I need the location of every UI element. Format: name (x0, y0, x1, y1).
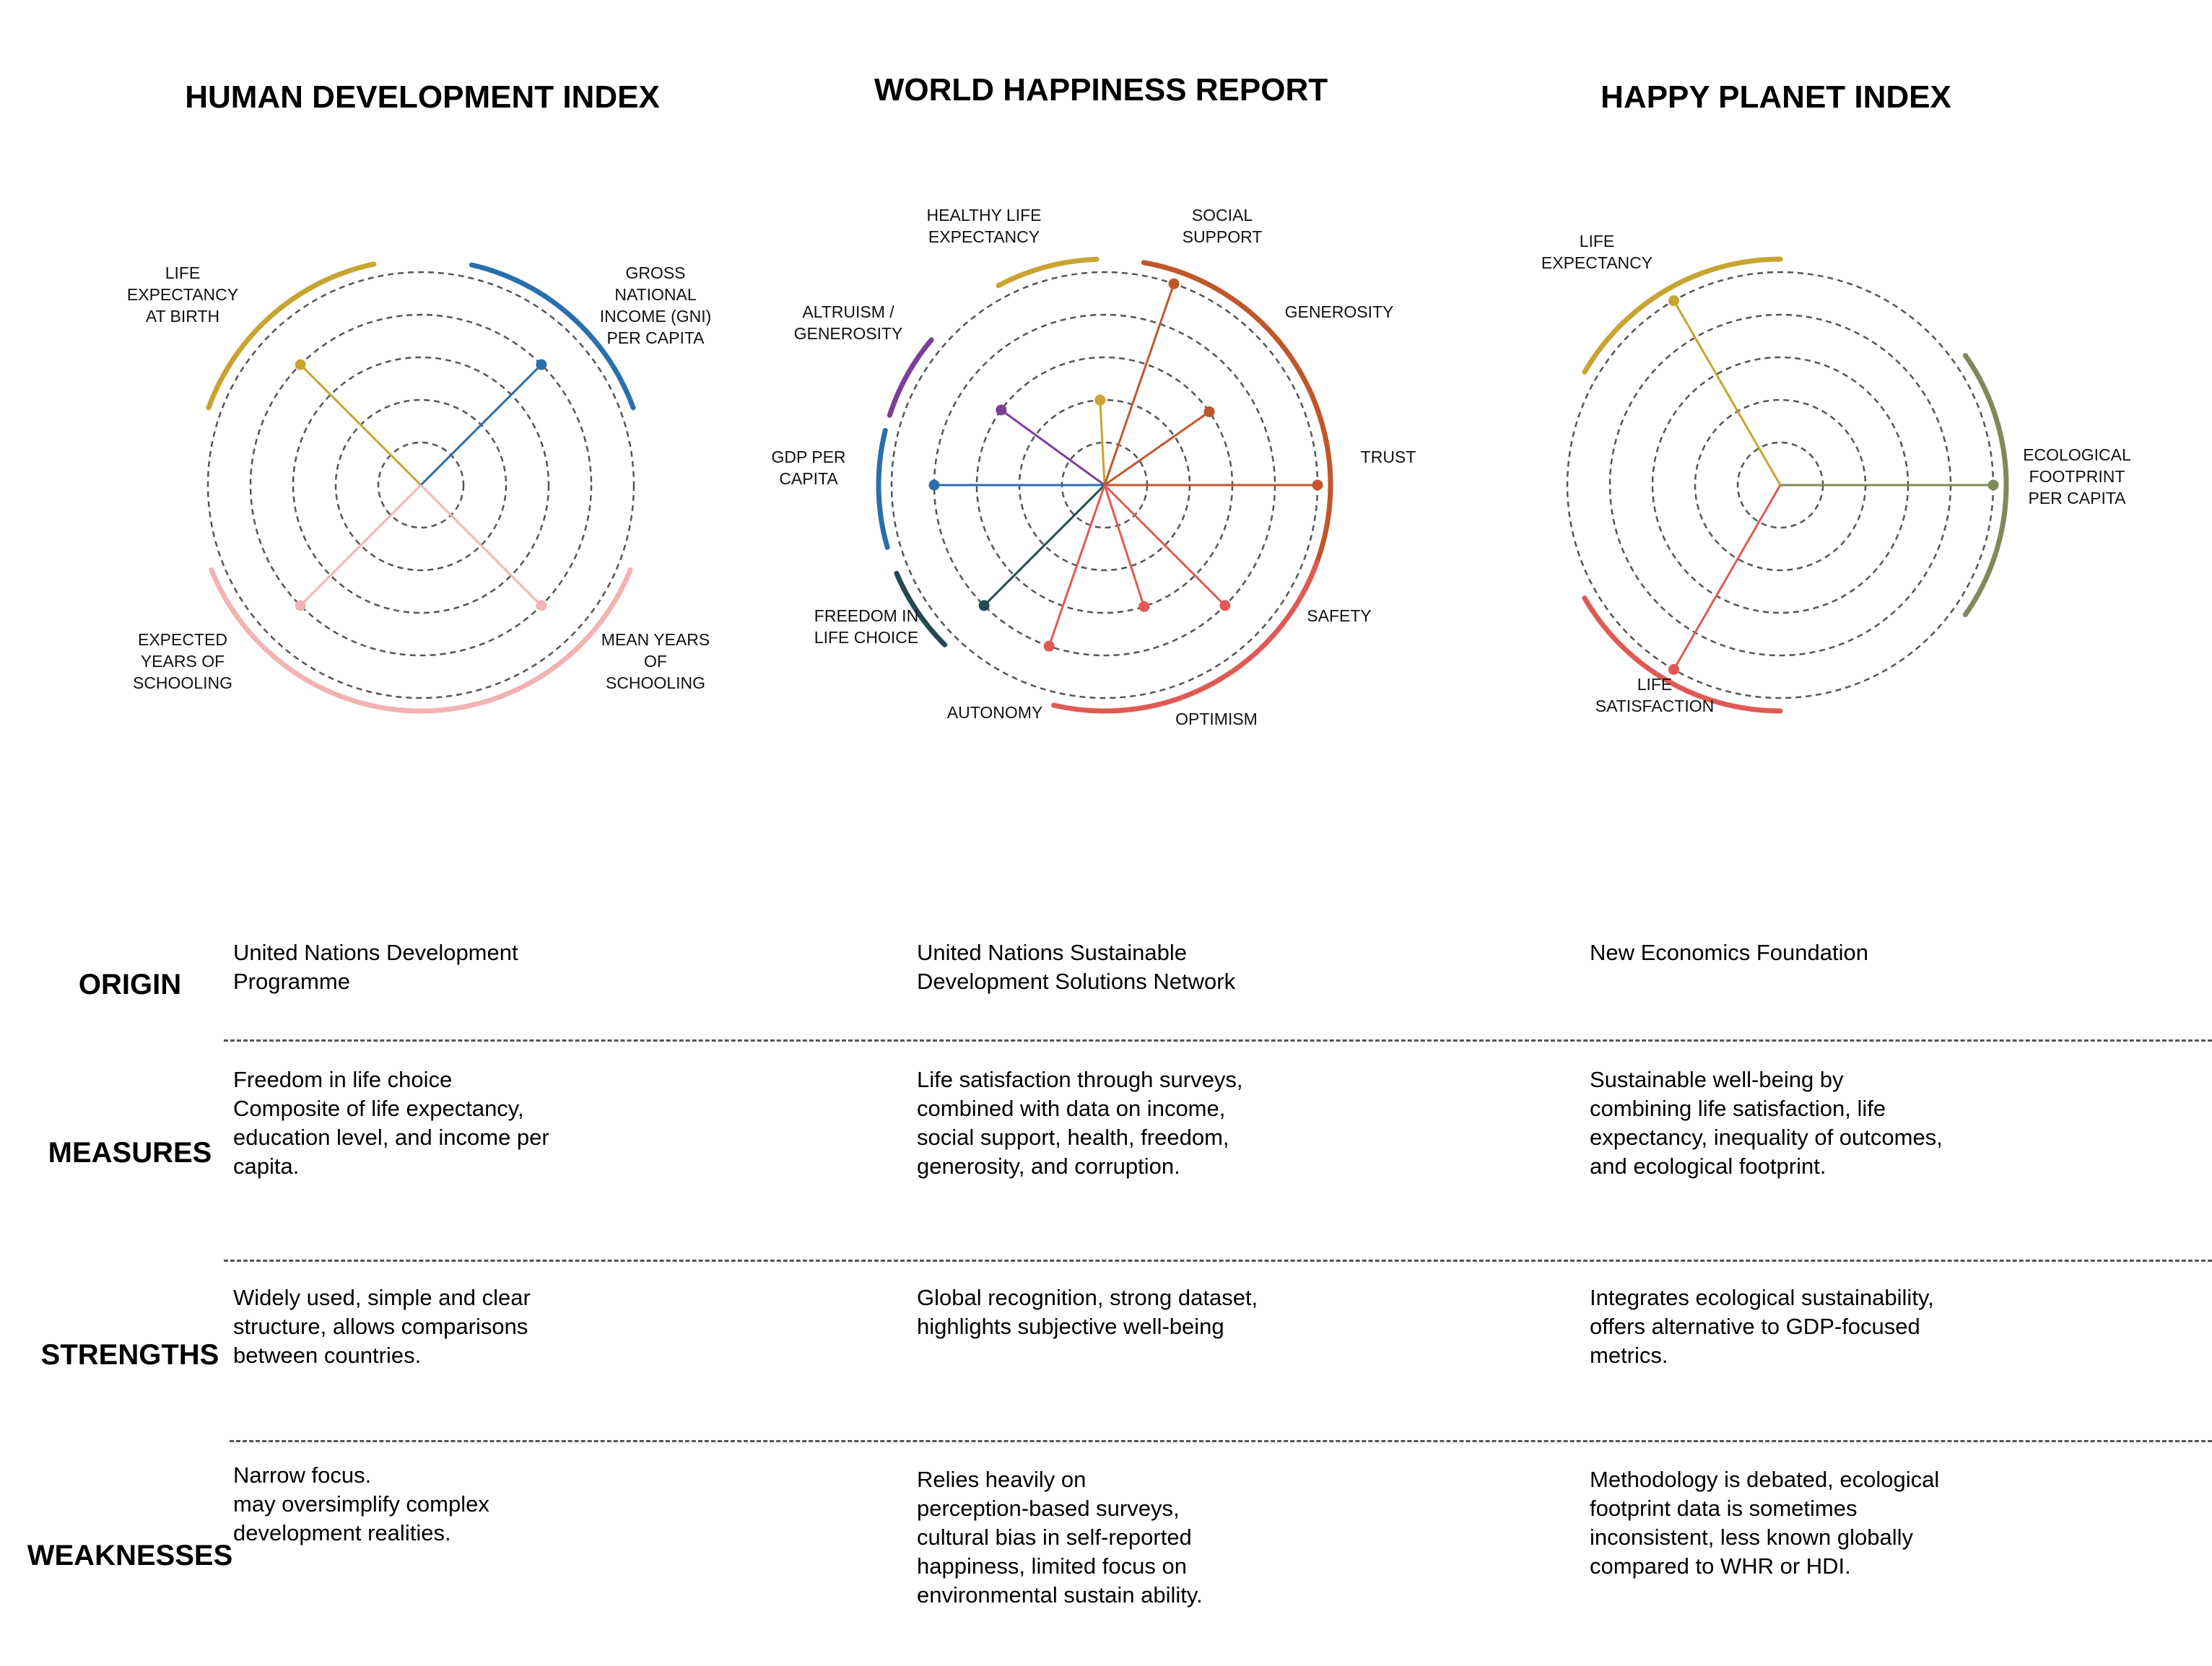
spoke (1103, 484, 1226, 606)
data-point (996, 404, 1007, 416)
row-label-origin: ORIGIN (78, 969, 182, 1000)
spoke (300, 484, 422, 606)
radial-diagrams: LIFE EXPECTANCY AT BIRTH GROSS NATIONAL INCOM… (127, 206, 2131, 728)
axis-label: GDP PER CAPITA (771, 448, 845, 488)
axis-label: GENEROSITY (1285, 302, 1394, 321)
axis-label: FREEDOM IN LIFE CHOICE (814, 606, 918, 647)
spoke (1104, 411, 1210, 487)
data-point (295, 359, 306, 370)
outer-arc (996, 256, 1100, 289)
ring (206, 271, 635, 699)
data-point (1312, 479, 1323, 491)
data-point (295, 600, 306, 611)
spoke (983, 484, 1106, 606)
ring (249, 313, 593, 657)
axis-label: GROSS NATIONAL INCOME (GNI) PER CAPITA (600, 263, 712, 347)
axis-label: SAFETY (1307, 606, 1371, 625)
data-point (1094, 394, 1106, 406)
row-label-measures: MEASURES (48, 1137, 212, 1169)
data-point (536, 600, 547, 611)
spoke (1048, 484, 1106, 647)
spoke (1099, 400, 1106, 486)
axis-label: ALTRUISM / GENEROSITY (794, 302, 903, 343)
axis-label: MEAN YEARS OF SCHOOLING (601, 630, 710, 692)
spoke (1673, 484, 1782, 671)
spoke (1673, 300, 1782, 486)
outer-arc (1582, 596, 1783, 714)
outer-arc (1962, 352, 2009, 618)
origin-hpi: New Economics Foundation (1590, 940, 1868, 965)
spoke (1103, 484, 1146, 607)
data-point (536, 359, 547, 370)
data-point (1987, 479, 1999, 491)
weaknesses-hpi: Methodology is debated, ecological footp… (1590, 1467, 1940, 1579)
outer-arc (894, 570, 948, 647)
row-divider (224, 1260, 2212, 1262)
axis-label: AUTONOMY (947, 703, 1042, 722)
outer-arc (1051, 559, 1320, 714)
axis-label: SOCIAL SUPPORT (1183, 206, 1263, 246)
data-point (1043, 640, 1055, 652)
axis-label: TRUST (1361, 448, 1416, 466)
measures-hpi: Sustainable well-being by combining life… (1590, 1067, 1943, 1179)
row-label-strengths: STRENGTHS (40, 1339, 219, 1371)
origin-hdi: United Nations Development Programme (233, 940, 518, 994)
outer-arc (1141, 260, 1303, 375)
axis-label: LIFE EXPECTANCY AT BIRTH (127, 263, 238, 326)
spoke (1103, 283, 1175, 486)
weaknesses-hdi: Narrow focus. may oversimplify complex d… (233, 1462, 489, 1545)
ring (377, 441, 465, 529)
whr-title: WORLD HAPPINESS REPORT (874, 72, 1328, 108)
outer-arc (469, 262, 636, 411)
strengths-hpi: Integrates ecological sustainability, of… (1590, 1285, 1934, 1368)
data-point (978, 600, 990, 611)
spoke (300, 364, 422, 487)
weaknesses-whr: Relies heavily on perception-based surve… (917, 1467, 1203, 1608)
data-point (1168, 278, 1180, 289)
spoke (1000, 409, 1105, 487)
axis-label: HEALTHY LIFE EXPECTANCY (927, 206, 1042, 246)
strengths-whr: Global recognition, strong dataset, high… (917, 1285, 1258, 1339)
axis-label: OPTIMISM (1175, 710, 1258, 728)
data-point (1138, 601, 1150, 612)
spoke (419, 364, 542, 487)
outer-arc (876, 427, 890, 550)
data-point (1203, 406, 1215, 417)
outer-arc (1582, 256, 1783, 375)
hpi-title: HAPPY PLANET INDEX (1601, 79, 1951, 115)
outer-arc (206, 261, 377, 411)
data-point (1219, 600, 1231, 611)
data-point (1668, 295, 1679, 307)
axis-label: LIFE SATISFACTION (1595, 675, 1714, 715)
data-point (1668, 663, 1679, 675)
outer-arc (887, 337, 934, 418)
ring (292, 356, 550, 614)
row-divider (224, 1039, 2212, 1042)
hdi-title: HUMAN DEVELOPMENT INDEX (185, 79, 660, 115)
axis-label: EXPECTED YEARS OF SCHOOLING (133, 630, 232, 692)
outer-arc (209, 567, 633, 714)
data-point (928, 479, 940, 491)
row-label-weaknesses: WEAKNESSES (27, 1540, 233, 1571)
measures-whr: Life satisfaction through surveys, combi… (917, 1067, 1243, 1179)
measures-hdi: Freedom in life choice Composite of life… (233, 1067, 549, 1179)
ring (334, 398, 508, 572)
axis-label: ECOLOGICAL FOOTPRINT PER CAPITA (2023, 445, 2131, 507)
strengths-hdi: Widely used, simple and clear structure,… (233, 1285, 531, 1368)
origin-whr: United Nations Sustainable Development S… (917, 940, 1236, 994)
row-divider (230, 1440, 2212, 1442)
spoke (419, 484, 542, 606)
axis-label: LIFE EXPECTANCY (1541, 232, 1653, 272)
